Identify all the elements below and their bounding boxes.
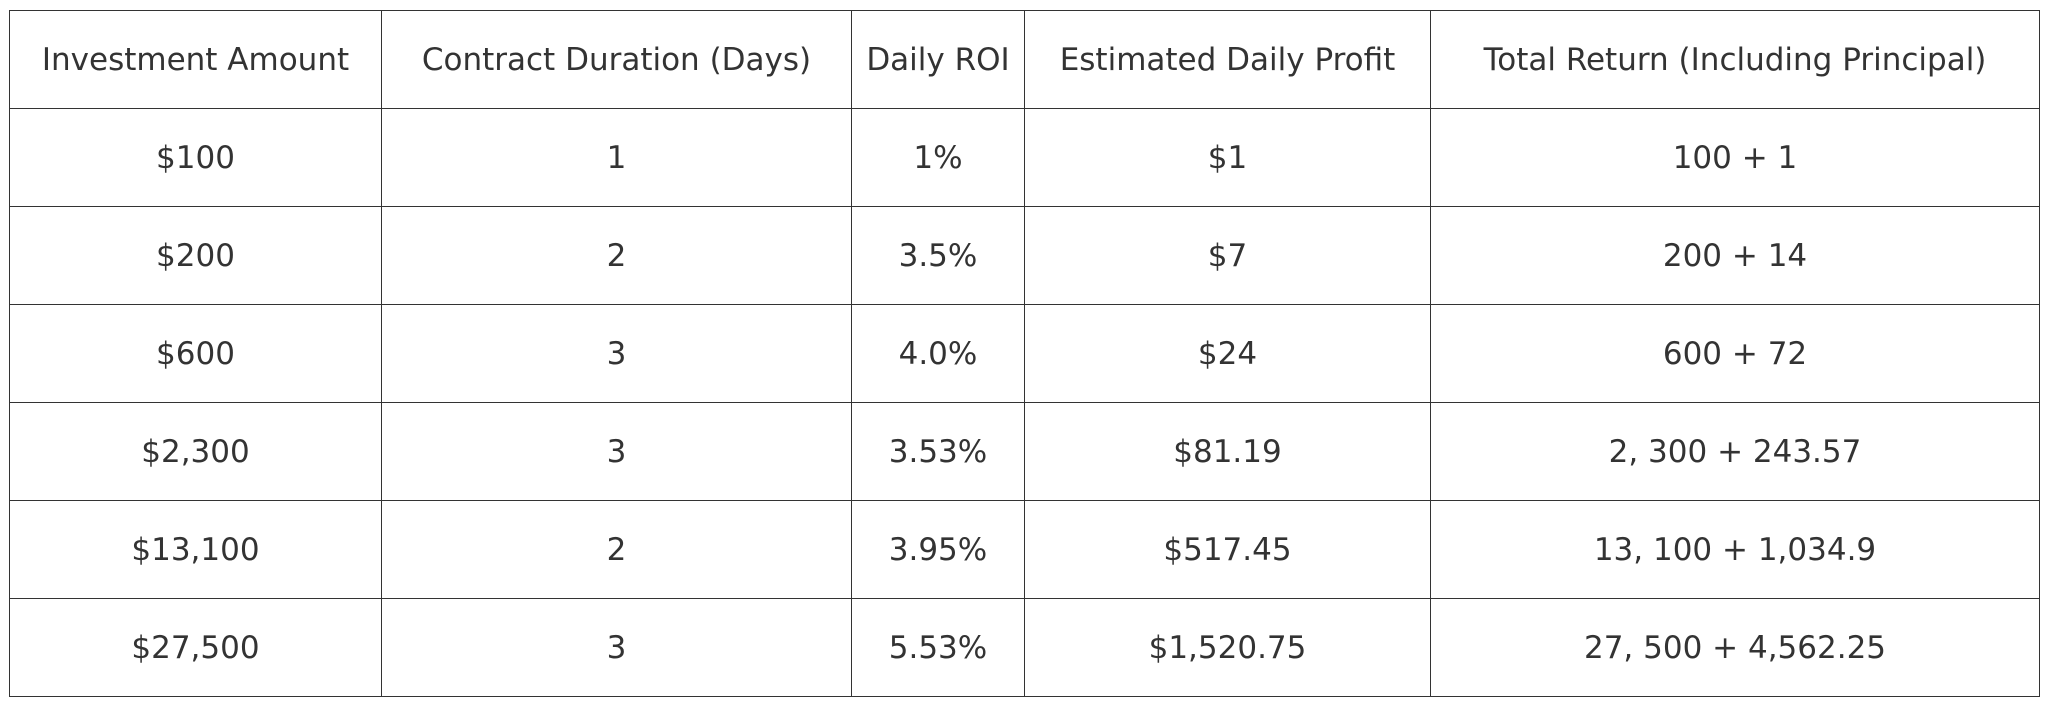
table-row: $13,100 2 3.95% $517.45 13, 100 + 1,034.… bbox=[9, 500, 2040, 599]
cell-investment-amount: $200 bbox=[9, 206, 382, 305]
cell-total-return: 200 + 14 bbox=[1430, 206, 2040, 305]
cell-investment-amount: $13,100 bbox=[9, 500, 382, 599]
cell-total-return: 600 + 72 bbox=[1430, 304, 2040, 403]
table-row: $600 3 4.0% $24 600 + 72 bbox=[9, 304, 2040, 403]
cell-estimated-daily-profit: $1 bbox=[1024, 108, 1431, 207]
header-estimated-daily-profit: Estimated Daily Profit bbox=[1024, 10, 1431, 109]
cell-contract-duration: 2 bbox=[381, 206, 852, 305]
cell-contract-duration: 3 bbox=[381, 402, 852, 501]
investment-table-container: Investment Amount Contract Duration (Day… bbox=[9, 10, 2040, 697]
table-header-row: Investment Amount Contract Duration (Day… bbox=[9, 10, 2040, 109]
cell-estimated-daily-profit: $517.45 bbox=[1024, 500, 1431, 599]
header-total-return: Total Return (Including Principal) bbox=[1430, 10, 2040, 109]
table-row: $27,500 3 5.53% $1,520.75 27, 500 + 4,56… bbox=[9, 598, 2040, 697]
cell-contract-duration: 3 bbox=[381, 598, 852, 697]
cell-investment-amount: $600 bbox=[9, 304, 382, 403]
table-row: $200 2 3.5% $7 200 + 14 bbox=[9, 206, 2040, 305]
cell-daily-roi: 1% bbox=[851, 108, 1025, 207]
cell-daily-roi: 3.5% bbox=[851, 206, 1025, 305]
cell-daily-roi: 3.53% bbox=[851, 402, 1025, 501]
table-row: $100 1 1% $1 100 + 1 bbox=[9, 108, 2040, 207]
cell-contract-duration: 2 bbox=[381, 500, 852, 599]
cell-daily-roi: 4.0% bbox=[851, 304, 1025, 403]
cell-total-return: 2, 300 + 243.57 bbox=[1430, 402, 2040, 501]
cell-total-return: 13, 100 + 1,034.9 bbox=[1430, 500, 2040, 599]
investment-returns-table: Investment Amount Contract Duration (Day… bbox=[9, 10, 2040, 697]
cell-contract-duration: 1 bbox=[381, 108, 852, 207]
cell-investment-amount: $100 bbox=[9, 108, 382, 207]
cell-investment-amount: $27,500 bbox=[9, 598, 382, 697]
cell-estimated-daily-profit: $1,520.75 bbox=[1024, 598, 1431, 697]
cell-total-return: 100 + 1 bbox=[1430, 108, 2040, 207]
cell-contract-duration: 3 bbox=[381, 304, 852, 403]
cell-total-return: 27, 500 + 4,562.25 bbox=[1430, 598, 2040, 697]
header-contract-duration: Contract Duration (Days) bbox=[381, 10, 852, 109]
cell-investment-amount: $2,300 bbox=[9, 402, 382, 501]
cell-daily-roi: 3.95% bbox=[851, 500, 1025, 599]
cell-estimated-daily-profit: $24 bbox=[1024, 304, 1431, 403]
cell-estimated-daily-profit: $7 bbox=[1024, 206, 1431, 305]
cell-daily-roi: 5.53% bbox=[851, 598, 1025, 697]
header-daily-roi: Daily ROI bbox=[851, 10, 1025, 109]
table-row: $2,300 3 3.53% $81.19 2, 300 + 243.57 bbox=[9, 402, 2040, 501]
header-investment-amount: Investment Amount bbox=[9, 10, 382, 109]
cell-estimated-daily-profit: $81.19 bbox=[1024, 402, 1431, 501]
